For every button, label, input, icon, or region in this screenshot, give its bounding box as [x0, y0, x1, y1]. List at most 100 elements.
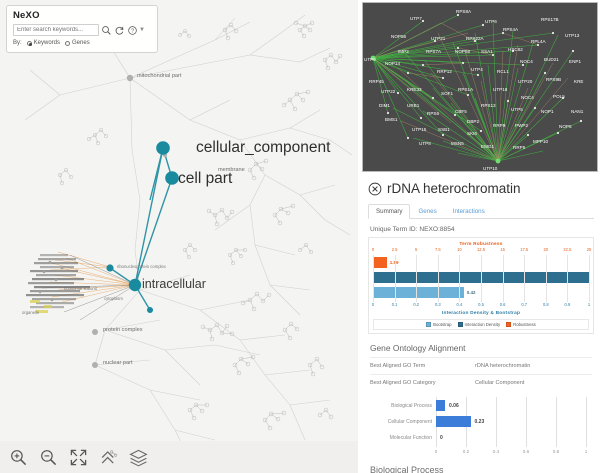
go-alignment-heading: Gene Ontology Alignment: [370, 343, 466, 353]
chevron-down-icon[interactable]: ▼: [139, 27, 145, 33]
robustness-bottom-tick: 0.6: [499, 302, 506, 307]
node-label-cell-part: cell part: [178, 170, 233, 187]
svg-text:?: ?: [131, 28, 134, 34]
svg-text:NOC4: NOC4: [520, 59, 533, 64]
go-bar: [436, 416, 471, 427]
legend-label: Robustness: [513, 322, 536, 327]
ontology-tree-panel[interactable]: cellular_component cell part intracellul…: [0, 0, 358, 473]
gridline: [416, 255, 418, 302]
node-intracellular: [128, 278, 142, 292]
robustness-chart-title: Term Robustness: [459, 242, 503, 247]
help-icon[interactable]: ?: [127, 25, 138, 36]
robustness-bottom-tick: 0.5: [478, 302, 484, 307]
go-category-row: Best Aligned GO Category Cellular Compon…: [370, 374, 592, 391]
svg-text:UTP7: UTP7: [410, 16, 422, 21]
robustness-top-tick: 2.5: [391, 247, 398, 252]
legend-swatch-icon: [506, 322, 512, 327]
radio-genes[interactable]: [65, 40, 71, 46]
go-axis-tick: 0.6: [522, 449, 530, 454]
svg-text:UTP18: UTP18: [493, 87, 508, 92]
tab-genes[interactable]: Genes: [418, 208, 437, 215]
bar-bootstrap-value: 0.42: [466, 290, 476, 295]
svg-text:BUD21: BUD21: [544, 57, 559, 62]
search-icon[interactable]: [101, 25, 112, 36]
svg-text:RCL1: RCL1: [497, 69, 509, 74]
legend-item: Bootstrap: [426, 322, 452, 327]
info-tabs[interactable]: Summary Genes Interactions: [368, 203, 594, 219]
node-cell-part: [165, 171, 179, 185]
robustness-plot-area: 1.59 0.42: [373, 255, 590, 302]
robustness-top-tick: 0: [371, 247, 375, 252]
robustness-chart: Term Robustness 0 2.5 5 7.5 10 12.5 15 17.5 20 22…: [368, 237, 594, 334]
go-axis-tick: 0.2: [462, 449, 470, 454]
gridline: [394, 255, 396, 302]
svg-text:NOP6: NOP6: [559, 124, 572, 129]
svg-text:DBP2: DBP2: [467, 119, 479, 124]
svg-text:RPS7A: RPS7A: [426, 49, 442, 54]
node-label-nuclear-part: nuclear part: [103, 360, 133, 366]
gridline: [567, 255, 569, 302]
close-circle-icon[interactable]: [368, 182, 382, 196]
robustness-top-tick: 15: [500, 247, 505, 252]
go-axis-tick: 0.4: [492, 449, 500, 454]
svg-text:POL5: POL5: [553, 94, 565, 99]
go-category-label: Biological Process: [391, 403, 432, 409]
svg-text:RPS6: RPS6: [427, 111, 439, 116]
svg-text:RPL4A: RPL4A: [531, 39, 546, 44]
bar-robustness: [373, 257, 387, 268]
go-bar-value: 0: [440, 435, 443, 441]
robustness-bottom-tick: 0.1: [391, 302, 398, 307]
collapse-icon[interactable]: [99, 448, 118, 467]
robustness-bottom-tick: 0.4: [456, 302, 463, 307]
robustness-top-tick: 7.5: [434, 247, 441, 252]
svg-text:RPS13: RPS13: [481, 103, 496, 108]
svg-text:UTP22: UTP22: [381, 89, 396, 94]
term-info-panel[interactable]: rDNA heterochromatin Summary Genes Inter…: [362, 174, 600, 473]
gridline: [556, 397, 557, 447]
robustness-bottom-tick: 0.7: [521, 302, 528, 307]
legend-item: Robustness: [506, 322, 536, 327]
search-by-label: By:: [13, 40, 22, 46]
node-label-cytoplasm: cytoplasm: [104, 296, 123, 301]
svg-text:KRE33: KRE33: [407, 87, 422, 92]
search-input[interactable]: [13, 24, 99, 36]
robustness-top-tick: 22.5: [563, 247, 572, 252]
radio-keywords[interactable]: [26, 40, 32, 46]
search-panel[interactable]: NeXO ? ▼ By: Keywords Genes: [6, 5, 158, 53]
go-bar-value: 0.23: [474, 419, 485, 425]
svg-text:SOF1: SOF1: [441, 91, 453, 96]
go-term-row: Best Aligned GO Term rDNA heterochromati…: [370, 357, 592, 374]
view-toolbar[interactable]: [0, 441, 358, 473]
svg-text:MSN5: MSN5: [451, 141, 464, 146]
legend-item: Interaction Density: [457, 322, 500, 327]
fit-screen-icon[interactable]: [69, 448, 88, 467]
zoom-in-icon[interactable]: [9, 448, 28, 467]
bar-robustness-value: 1.59: [390, 260, 399, 265]
refresh-icon[interactable]: [114, 25, 125, 36]
svg-text:SSA1: SSA1: [481, 49, 493, 54]
biological-process-heading: Biological Process: [362, 461, 600, 473]
svg-text:UTP20: UTP20: [518, 79, 533, 84]
svg-text:HSC82: HSC82: [508, 47, 523, 52]
tab-summary[interactable]: Summary: [368, 204, 411, 219]
gene-network-panel[interactable]: UTP9 UTP10 UTP7 RPS8A UTP6 NOP56 UTP21 R…: [362, 2, 598, 172]
gridline: [524, 255, 526, 302]
robustness-top-axis: 0 2.5 5 7.5 10 12.5 15 17.5 20 22.5 25: [371, 247, 591, 254]
svg-text:NAN1: NAN1: [571, 109, 584, 114]
robustness-bottom-tick: 0.8: [542, 302, 549, 307]
svg-text:UTP5: UTP5: [511, 107, 523, 112]
gridline: [589, 255, 590, 302]
svg-text:MPP10: MPP10: [533, 139, 549, 144]
tab-interactions[interactable]: Interactions: [452, 208, 485, 215]
ontology-tree-graph[interactable]: [0, 0, 358, 473]
svg-text:DIM1: DIM1: [379, 103, 390, 108]
robustness-top-tick: 10: [457, 247, 462, 252]
go-axis-tick: 0: [434, 449, 438, 454]
zoom-out-icon[interactable]: [39, 448, 58, 467]
gridline: [373, 255, 374, 302]
robustness-bottom-axis: 0 0.1 0.2 0.3 0.4 0.5 0.6 0.7 0.8 0.9 1: [372, 302, 590, 309]
svg-text:RRP45: RRP45: [369, 79, 384, 84]
gene-network-graph[interactable]: UTP9 UTP10 UTP7 RPS8A UTP6 NOP56 UTP21 R…: [363, 3, 598, 172]
layers-icon[interactable]: [129, 448, 148, 467]
svg-text:UTP6: UTP6: [485, 19, 497, 24]
